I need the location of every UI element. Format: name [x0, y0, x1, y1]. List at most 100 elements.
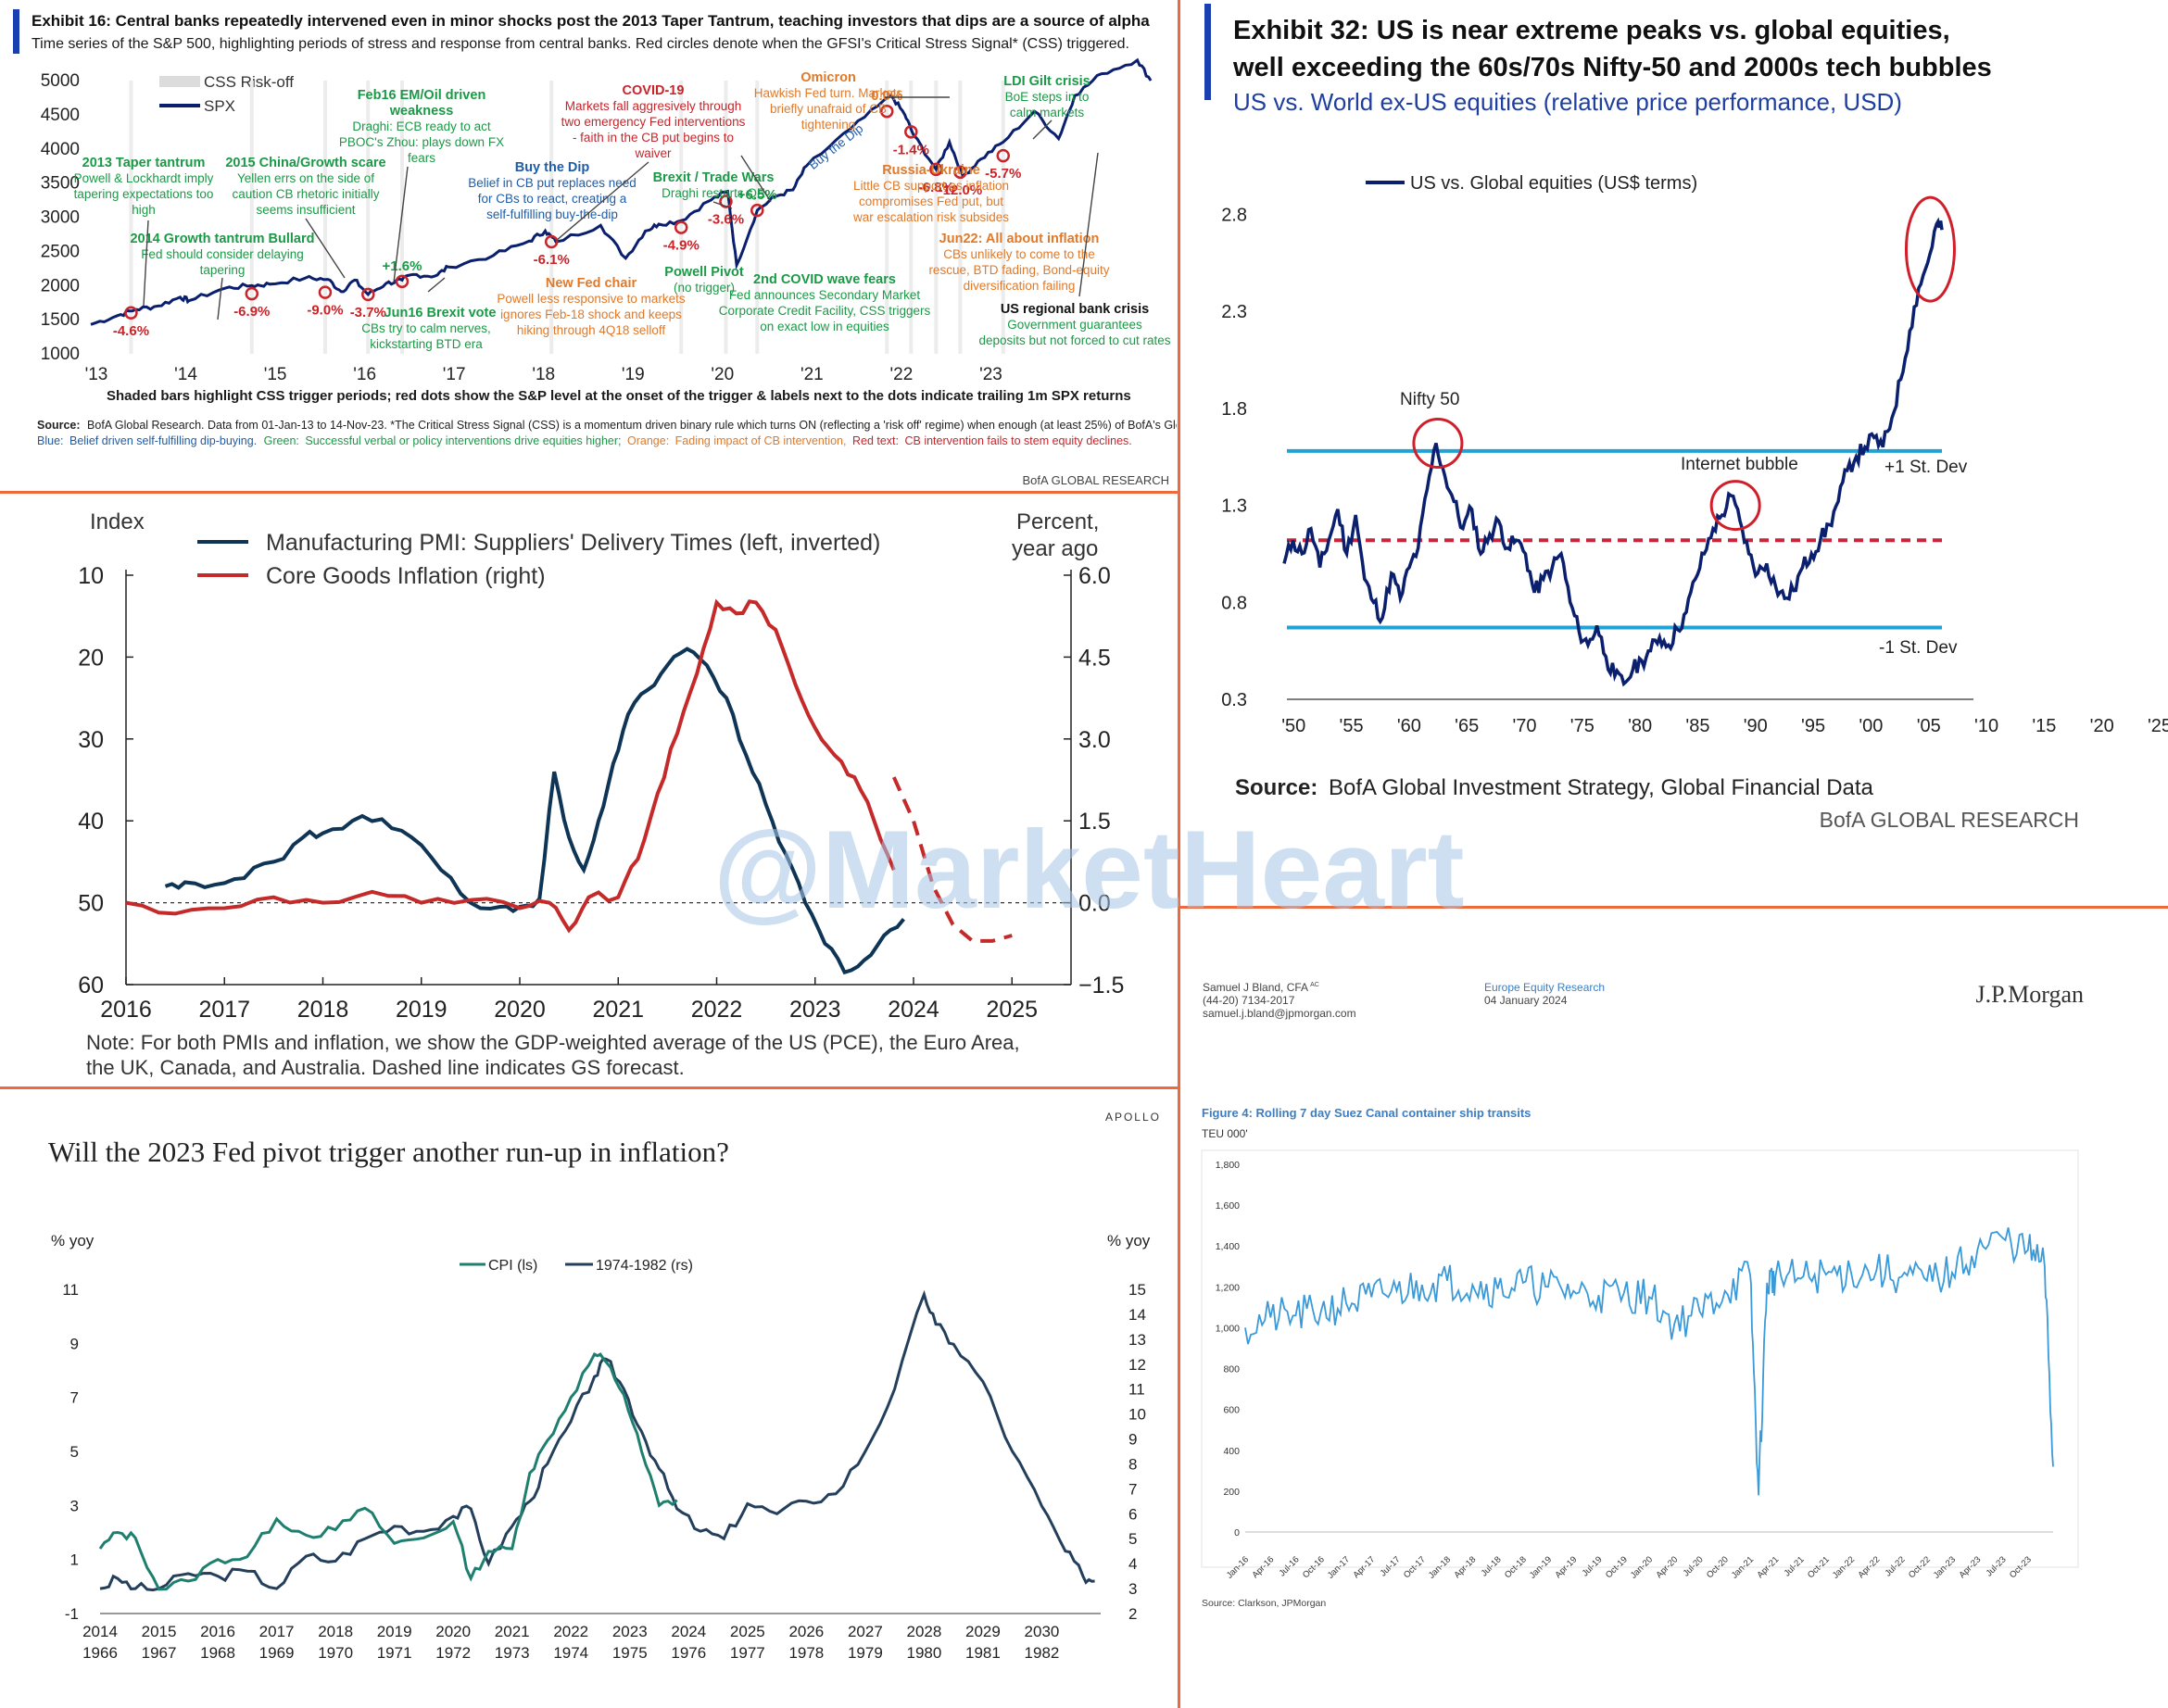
pmi-right-tick: 4.5 — [1078, 645, 1111, 671]
pmi-x-tick: 2021 — [592, 997, 644, 1023]
separator-mid-left — [0, 1086, 1179, 1089]
spx-x-tick: '19 — [622, 365, 645, 384]
us-world-x-tick: '80 — [1628, 716, 1652, 736]
spx-annotation: on exact low in equities — [760, 320, 889, 333]
inflation-series-line — [125, 598, 896, 934]
suez-x-tick: Jan-19 — [1528, 1554, 1554, 1580]
panel-apollo-cpi: APOLLO Will the 2023 Fed pivot trigger a… — [0, 1090, 1177, 1708]
css-return-label: -6.9% — [233, 304, 270, 320]
suez-title: Figure 4: Rolling 7 day Suez Canal conta… — [1202, 1106, 1531, 1120]
us-world-legend-label: US vs. Global equities (US$ terms) — [1410, 173, 1697, 194]
css-shade-bar — [322, 81, 327, 354]
cpi-x-tick-top: 2025 — [730, 1623, 765, 1640]
spx-x-tick: '18 — [532, 365, 555, 384]
guide-blue: Blue: — [37, 434, 64, 447]
pmi-axes: 10 20 30 40 50 60 6.0 4.5 3.0 1.5 0.0 −1.5 2016 2017 2… — [78, 563, 1124, 1023]
suez-x-tick: Jan-17 — [1326, 1554, 1352, 1580]
pmi-right-tick: −1.5 — [1078, 973, 1124, 998]
spx-x-tick: '17 — [443, 365, 466, 384]
spx-annotation: US regional bank crisis — [1001, 302, 1149, 317]
css-trigger-dot — [904, 125, 918, 139]
spx-y-tick: 4000 — [41, 140, 80, 159]
spx-annotation: two emergency Fed interventions — [561, 115, 746, 129]
exhibit32-subtitle: US vs. World ex-US equities (relative pr… — [1233, 88, 1902, 116]
panel-us-vs-world: Exhibit 32: US is near extreme peaks vs.… — [1182, 0, 2168, 906]
css-return-label: -6.8% — [918, 180, 954, 195]
css-trigger-dot — [953, 165, 967, 180]
guide-blue-text: Belief driven self-fulfilling dip-buying… — [69, 434, 257, 447]
cpi-right-tick: 3 — [1128, 1580, 1137, 1598]
css-shade-bar — [1001, 81, 1005, 354]
spx-annotation: weakness — [389, 104, 454, 119]
spx-y-tick: 5000 — [41, 71, 80, 91]
cpi-right-tick: 7 — [1128, 1480, 1137, 1498]
pmi-x-tick: 2018 — [297, 997, 349, 1023]
us-world-x-tick: '05 — [1917, 716, 1941, 736]
css-trigger-dot — [929, 162, 943, 177]
css-trigger-dot — [674, 220, 688, 234]
pmi-right-tick: 1.5 — [1078, 809, 1111, 835]
spx-y-tick: 4500 — [41, 106, 80, 125]
analog-legend-label: 1974-1982 (rs) — [596, 1258, 693, 1274]
suez-y-tick: 0 — [1234, 1527, 1240, 1538]
spx-annotation: seems insufficient — [256, 203, 355, 217]
spx-annotation: tapering — [200, 263, 246, 277]
pmi-right-tick: 3.0 — [1078, 727, 1111, 753]
cpi-x-tick-bottom: 1970 — [318, 1644, 353, 1662]
pmi-x-tick: 2017 — [198, 997, 250, 1023]
spx-annotation-arrow — [143, 220, 149, 307]
spx-annotation-arrow — [305, 218, 346, 279]
spx-annotation: Fed announces Secondary Market — [729, 288, 921, 302]
spx-trigger-dots: -4.6% -6.9% -9.0% -3.7% +1.6% -6.1% -4.9% -3.6%… — [113, 88, 1022, 339]
cpi-right-tick: 6 — [1128, 1505, 1137, 1523]
spx-y-tick: 3000 — [41, 208, 80, 228]
cpi-left-tick: 11 — [62, 1281, 79, 1299]
pmi-left-tick: 30 — [78, 727, 104, 753]
css-shade-bar — [549, 81, 554, 354]
us-world-x-tick: '70 — [1512, 716, 1536, 736]
cpi-right-tick: 4 — [1128, 1555, 1137, 1573]
spx-annotation-arrow — [217, 277, 223, 320]
pmi-right-tick: 6.0 — [1078, 563, 1111, 589]
exhibit32-source-text: BofA Global Investment Strategy, Global … — [1329, 775, 1874, 800]
spx-annotation: CBs unlikely to come to the — [943, 247, 1095, 261]
css-shade-bar — [885, 81, 889, 354]
spx-annotation: self-fulfilling buy-the-dip — [486, 207, 618, 221]
cpi-x-tick-top: 2028 — [906, 1623, 941, 1640]
us-world-y-tick: 0.3 — [1221, 690, 1247, 710]
spx-y-tick: 2000 — [41, 276, 80, 295]
css-return-label: +6.5% — [737, 187, 777, 203]
cpi-x-tick-top: 2014 — [82, 1623, 118, 1640]
spx-annotation: New Fed chair — [546, 276, 637, 291]
spx-series-line — [90, 57, 1153, 326]
spx-annotation: Omicron — [800, 70, 856, 85]
cpi-chart-svg: APOLLO Will the 2023 Fed pivot trigger a… — [48, 1111, 1159, 1662]
spx-annotation: Jun16 Brexit vote — [384, 306, 497, 320]
css-trigger-dot — [361, 287, 375, 302]
spx-annotation-arrow — [1032, 119, 1052, 140]
pmi-left-tick: 10 — [78, 563, 104, 589]
spx-annotation: deposits but not forced to cut rates — [978, 333, 1170, 347]
spx-x-tick: '23 — [979, 365, 1002, 384]
css-trigger-dot — [880, 104, 894, 119]
spx-annotation: waiver — [634, 146, 672, 160]
cpi-x-tick-bottom: 1967 — [142, 1644, 177, 1662]
cpi-x-tick-bottom: 1968 — [200, 1644, 235, 1662]
suez-unit: TEU 000' — [1202, 1127, 1248, 1140]
suez-x-tick: Jan-22 — [1831, 1554, 1857, 1580]
spx-annotation: Hawkish Fed turn. Markets — [754, 86, 903, 100]
suez-x-tick: Jul-22 — [1884, 1554, 1908, 1578]
exhibit32-title-line2: well exceeding the 60s/70s Nifty-50 and … — [1232, 53, 1992, 82]
css-return-label: -9.0% — [307, 303, 343, 319]
spx-annotation: Powell Pivot — [664, 265, 744, 280]
css-shade-bar — [679, 81, 684, 354]
cpi-x-tick-top: 2020 — [435, 1623, 471, 1640]
css-return-label: -4.6% — [113, 323, 149, 339]
suez-x-tick: Jul-23 — [1985, 1554, 2009, 1578]
jpm-author: Samuel J Bland, CFA AC — [1203, 981, 1319, 994]
exhibit32-title-line1: Exhibit 32: US is near extreme peaks vs.… — [1233, 16, 1950, 45]
guide-red-text: CB intervention fails to stem equity dec… — [904, 434, 1131, 447]
cpi-right-tick: 13 — [1128, 1331, 1146, 1349]
cpi-right-unit: % yoy — [1107, 1232, 1151, 1250]
inflation-legend-label: Core Goods Inflation (right) — [266, 563, 546, 589]
